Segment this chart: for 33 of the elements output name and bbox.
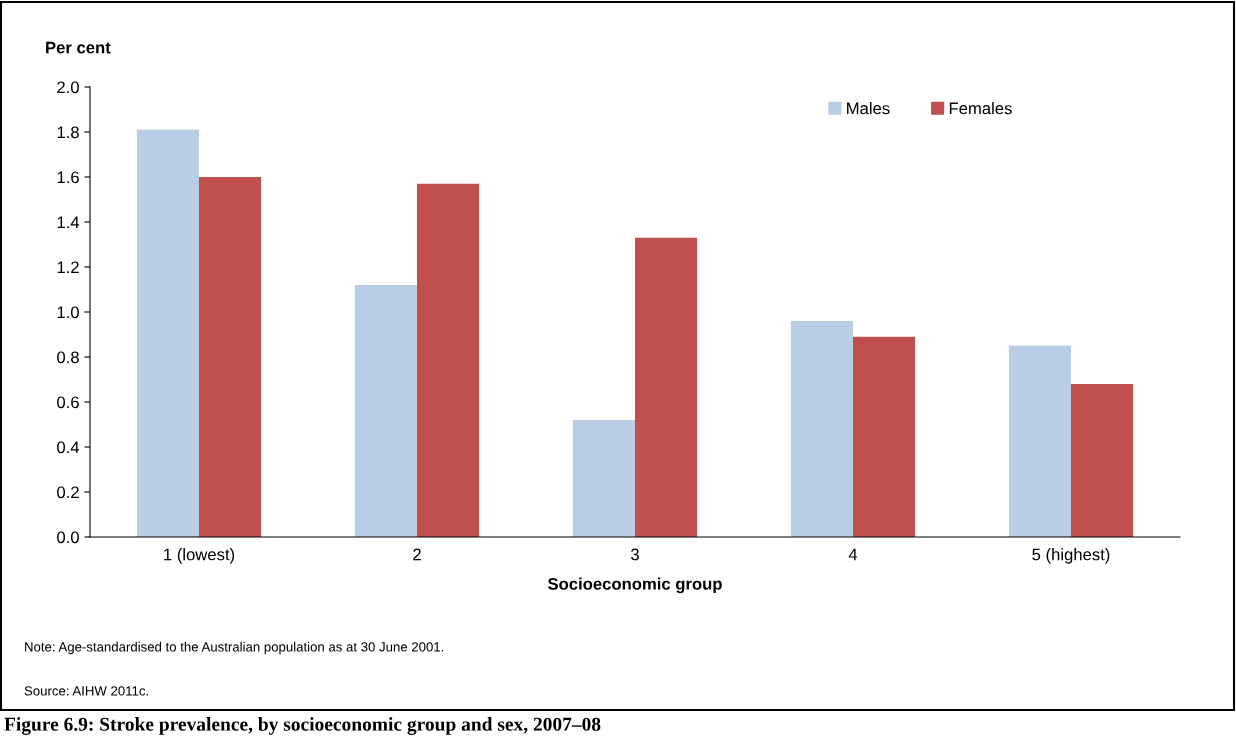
y-tick-label: 0.0 xyxy=(57,531,79,544)
y-tick-label: 0.2 xyxy=(57,486,79,499)
y-tick-label: 2.0 xyxy=(57,81,79,94)
bar xyxy=(1008,345,1071,537)
y-tick-label: 0.6 xyxy=(57,396,79,409)
bar xyxy=(853,336,916,537)
bar xyxy=(635,237,698,537)
y-tick-label: 0.4 xyxy=(57,441,80,454)
x-tick-label: 4 xyxy=(848,548,858,561)
y-tick-label: 1.0 xyxy=(57,306,79,319)
x-tick-label: 2 xyxy=(413,548,421,561)
legend-label: Males xyxy=(847,102,890,115)
bar xyxy=(199,177,262,537)
bar xyxy=(1071,384,1134,537)
bar xyxy=(354,285,417,537)
x-tick-label: 1 (lowest) xyxy=(164,548,235,564)
bar xyxy=(136,129,199,537)
source-note: Source: AIHW 2011c. xyxy=(24,686,148,696)
x-tick-label: 3 xyxy=(631,548,639,561)
text: Figure 6.9: Stroke prevalence, by socioeconomic group and sex, 2007–08 xyxy=(4,717,601,735)
y-tick-label: 1.2 xyxy=(57,261,79,274)
y-axis-title: Per cent xyxy=(46,41,111,54)
y-tick-label: 0.8 xyxy=(57,351,79,364)
bar xyxy=(417,183,480,537)
y-tick-label: 1.4 xyxy=(57,216,80,229)
x-axis-title: Socioeconomic group xyxy=(547,577,722,594)
text: Note: Age-standardised to the Australian population as at 30 June 2001. xyxy=(25,641,444,655)
y-tick-label: 1.6 xyxy=(57,171,79,184)
legend-label: Females xyxy=(949,102,1012,115)
bar xyxy=(790,321,853,537)
bar xyxy=(572,420,635,537)
x-tick-label: 5 (highest) xyxy=(1032,548,1110,564)
y-tick-label: 1.8 xyxy=(57,126,79,139)
